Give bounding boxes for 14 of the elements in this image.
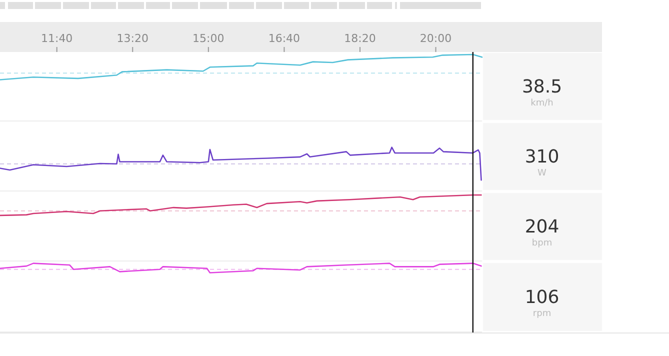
text: 106 <box>524 287 560 308</box>
x-tick-label: 11:40 <box>40 32 73 45</box>
text: W <box>538 168 547 178</box>
text: bpm <box>532 238 552 248</box>
text: 204 <box>524 216 560 238</box>
x-tick-label: 15:00 <box>192 32 224 45</box>
x-tick-label: 20:00 <box>420 32 452 45</box>
text: rpm <box>532 309 552 319</box>
x-tick-label: 13:20 <box>116 32 148 45</box>
text: 38.5 <box>522 76 562 98</box>
text: km/h <box>530 98 554 108</box>
x-tick-label: 18:20 <box>344 32 376 45</box>
x-tick-label: 16:40 <box>268 32 300 45</box>
text: 310 <box>524 146 560 168</box>
